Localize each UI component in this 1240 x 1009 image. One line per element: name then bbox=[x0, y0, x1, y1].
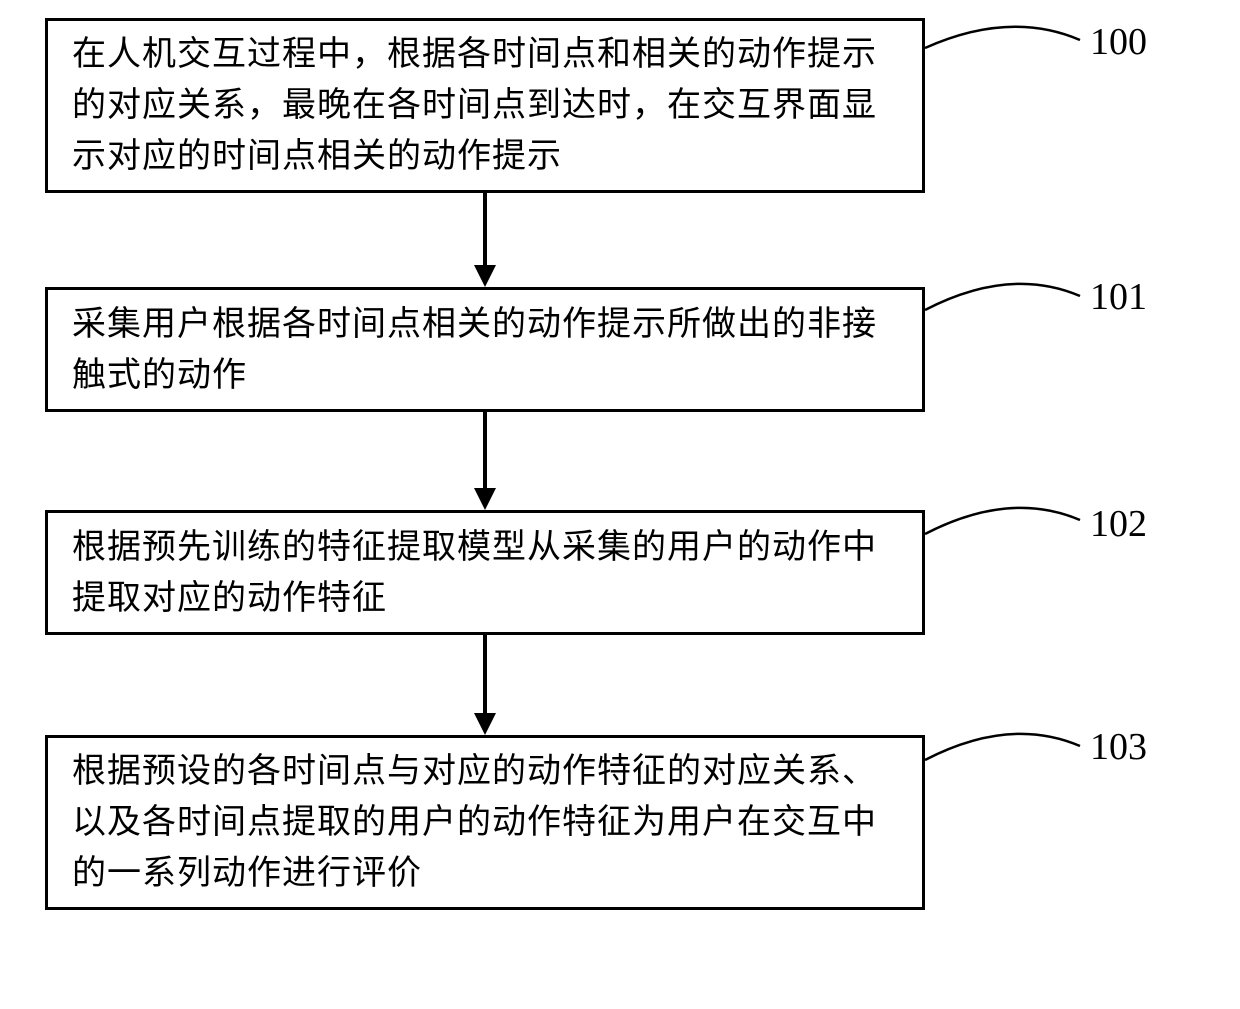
arrow-101-102 bbox=[483, 412, 487, 488]
flow-step-100-text: 在人机交互过程中，根据各时间点和相关的动作提示的对应关系，最晚在各时间点到达时，… bbox=[72, 29, 898, 182]
flow-step-103: 根据预设的各时间点与对应的动作特征的对应关系、以及各时间点提取的用户的动作特征为… bbox=[45, 735, 925, 910]
arrow-102-103 bbox=[483, 635, 487, 713]
arrow-head-102-103 bbox=[474, 713, 496, 735]
flow-step-103-text: 根据预设的各时间点与对应的动作特征的对应关系、以及各时间点提取的用户的动作特征为… bbox=[72, 746, 898, 899]
arrow-head-101-102 bbox=[474, 488, 496, 510]
label-101: 101 bbox=[1090, 275, 1147, 319]
label-100: 100 bbox=[1090, 20, 1147, 64]
flow-step-101-text: 采集用户根据各时间点相关的动作提示所做出的非接触式的动作 bbox=[72, 299, 898, 401]
flow-step-100: 在人机交互过程中，根据各时间点和相关的动作提示的对应关系，最晚在各时间点到达时，… bbox=[45, 18, 925, 193]
flow-step-102-text: 根据预先训练的特征提取模型从采集的用户的动作中提取对应的动作特征 bbox=[72, 522, 898, 624]
flow-step-102: 根据预先训练的特征提取模型从采集的用户的动作中提取对应的动作特征 bbox=[45, 510, 925, 635]
flow-step-101: 采集用户根据各时间点相关的动作提示所做出的非接触式的动作 bbox=[45, 287, 925, 412]
arrow-100-101 bbox=[483, 193, 487, 265]
arrow-head-100-101 bbox=[474, 265, 496, 287]
label-103: 103 bbox=[1090, 725, 1147, 769]
label-102: 102 bbox=[1090, 502, 1147, 546]
